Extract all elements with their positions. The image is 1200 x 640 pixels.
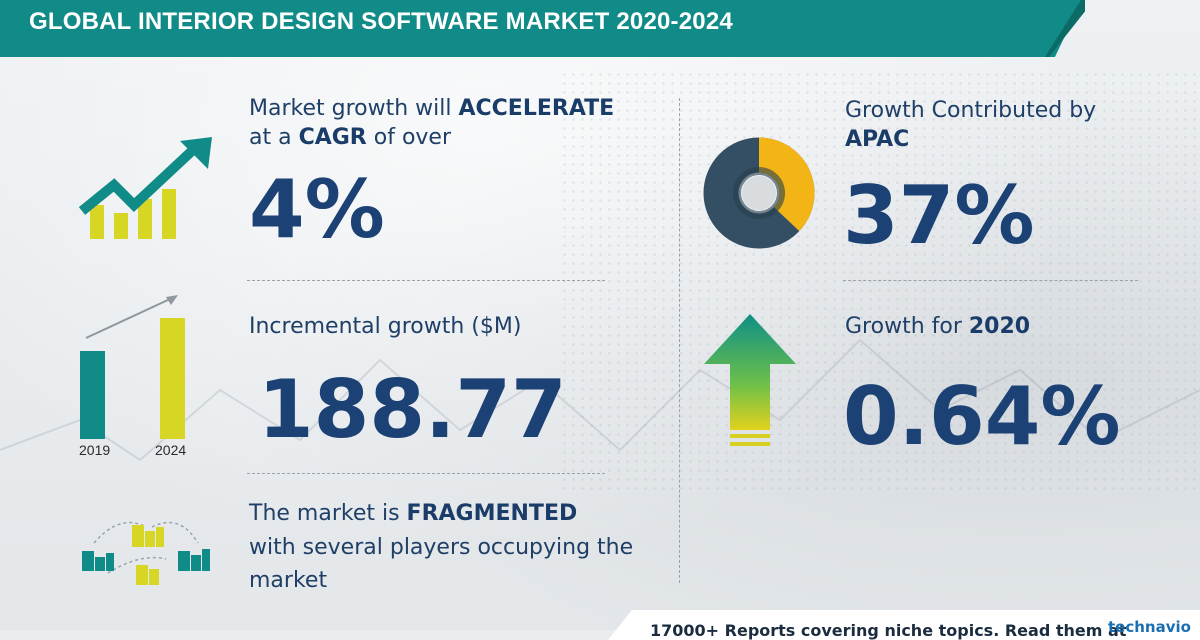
header-banner: [0, 0, 1082, 57]
page-title: GLOBAL INTERIOR DESIGN SOFTWARE MARKET 2…: [29, 8, 733, 35]
fragmented-line2: with several players occupying the: [249, 535, 634, 560]
growth-up-arrow-icon: [704, 314, 796, 446]
apac-value: 37%: [843, 169, 1035, 262]
apac-donut-icon: [703, 137, 815, 249]
year-end-label: 2024: [155, 442, 187, 458]
incremental-label: Incremental growth ($M): [249, 314, 522, 339]
footer-brand-logo[interactable]: technavio: [1108, 618, 1191, 636]
apac-line2: APAC: [845, 127, 910, 152]
divider-left-1: [247, 280, 605, 281]
fragmented-market-icon: [82, 521, 210, 585]
footer-text: 17000+ Reports covering niche topics. Re…: [650, 621, 1127, 640]
year-start-label: 2019: [79, 442, 111, 458]
growth2020-value: 0.64%: [843, 370, 1121, 463]
divider-right-1: [843, 280, 1138, 281]
growth2020-label: Growth for 2020: [845, 314, 1031, 339]
cagr-line1: Market growth will ACCELERATE: [249, 96, 615, 121]
growth-chart-icon: [78, 137, 212, 239]
vertical-divider: [679, 98, 680, 583]
incremental-value: 188.77: [258, 363, 567, 456]
fragmented-line3: market: [249, 568, 328, 593]
cagr-line2: at a CAGR of over: [249, 125, 452, 150]
apac-line1: Growth Contributed by: [845, 98, 1097, 123]
fragmented-line1: The market is FRAGMENTED: [249, 501, 578, 526]
cagr-value: 4%: [249, 163, 385, 256]
incremental-bar-icon: [80, 295, 185, 439]
divider-left-2: [247, 473, 605, 474]
